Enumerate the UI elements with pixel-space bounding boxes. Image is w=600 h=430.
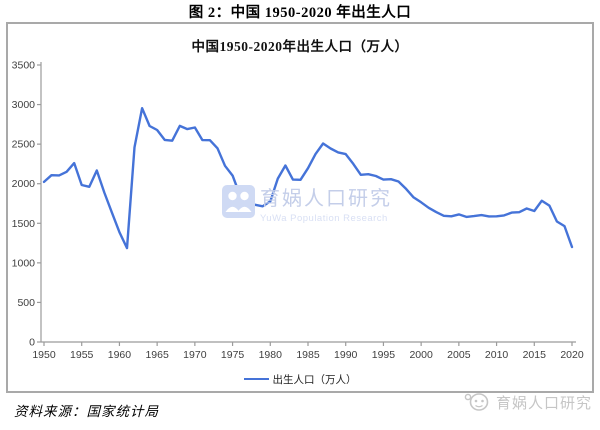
birth-population-line	[42, 106, 574, 250]
x-tick-label: 1990	[334, 349, 358, 361]
x-tick-label: 2005	[447, 349, 471, 361]
chart-frame: 0 500 1000 1500 2000 2500 3000 3500 1950 1955 1960…	[6, 22, 594, 393]
y-tick-label: 3000	[12, 99, 36, 111]
y-tick-label: 1000	[12, 257, 36, 269]
line-chart-plot: 0 500 1000 1500 2000 2500 3000 3500 1950 1955 1960…	[12, 60, 584, 362]
x-tick-label: 1950	[32, 349, 56, 361]
x-tick-label: 2010	[485, 349, 509, 361]
legend-label: 出生人口（万人）	[272, 373, 357, 386]
y-tick-label: 500	[17, 297, 35, 309]
x-tick-label: 2000	[409, 349, 433, 361]
y-tick-label: 2000	[12, 178, 36, 190]
x-tick-label: 1965	[145, 349, 169, 361]
legend-line-marker	[243, 377, 269, 381]
x-tick-label: 1980	[259, 349, 283, 361]
x-tick-label: 1995	[372, 349, 396, 361]
legend: 出生人口（万人）	[8, 371, 592, 387]
y-tick-label: 2500	[12, 139, 36, 151]
chart-title: 中国1950-2020年出生人口（万人）	[191, 39, 409, 54]
y-tick-label: 0	[29, 337, 35, 349]
x-tick-label: 2015	[523, 349, 547, 361]
chart-area: 0 500 1000 1500 2000 2500 3000 3500 1950 1955 1960…	[8, 24, 592, 391]
source-note: 资料来源：国家统计局	[14, 404, 159, 419]
x-tick-label: 1955	[70, 349, 94, 361]
x-tick-label: 1960	[108, 349, 132, 361]
yuwa-face-icon	[464, 393, 489, 411]
y-tick-label: 1500	[12, 218, 36, 230]
x-tick-label: 1985	[296, 349, 320, 361]
bottom-right-watermark-text: 育娲人口研究	[495, 394, 592, 412]
x-tick-label: 1975	[221, 349, 245, 361]
x-tick-label: 1970	[183, 349, 207, 361]
y-tick-label: 3500	[12, 60, 36, 72]
x-tick-label: 2020	[560, 349, 584, 361]
bottom-right-watermark: 育娲人口研究	[464, 391, 592, 413]
figure-caption: 图 2：中国 1950-2020 年出生人口	[188, 5, 412, 21]
